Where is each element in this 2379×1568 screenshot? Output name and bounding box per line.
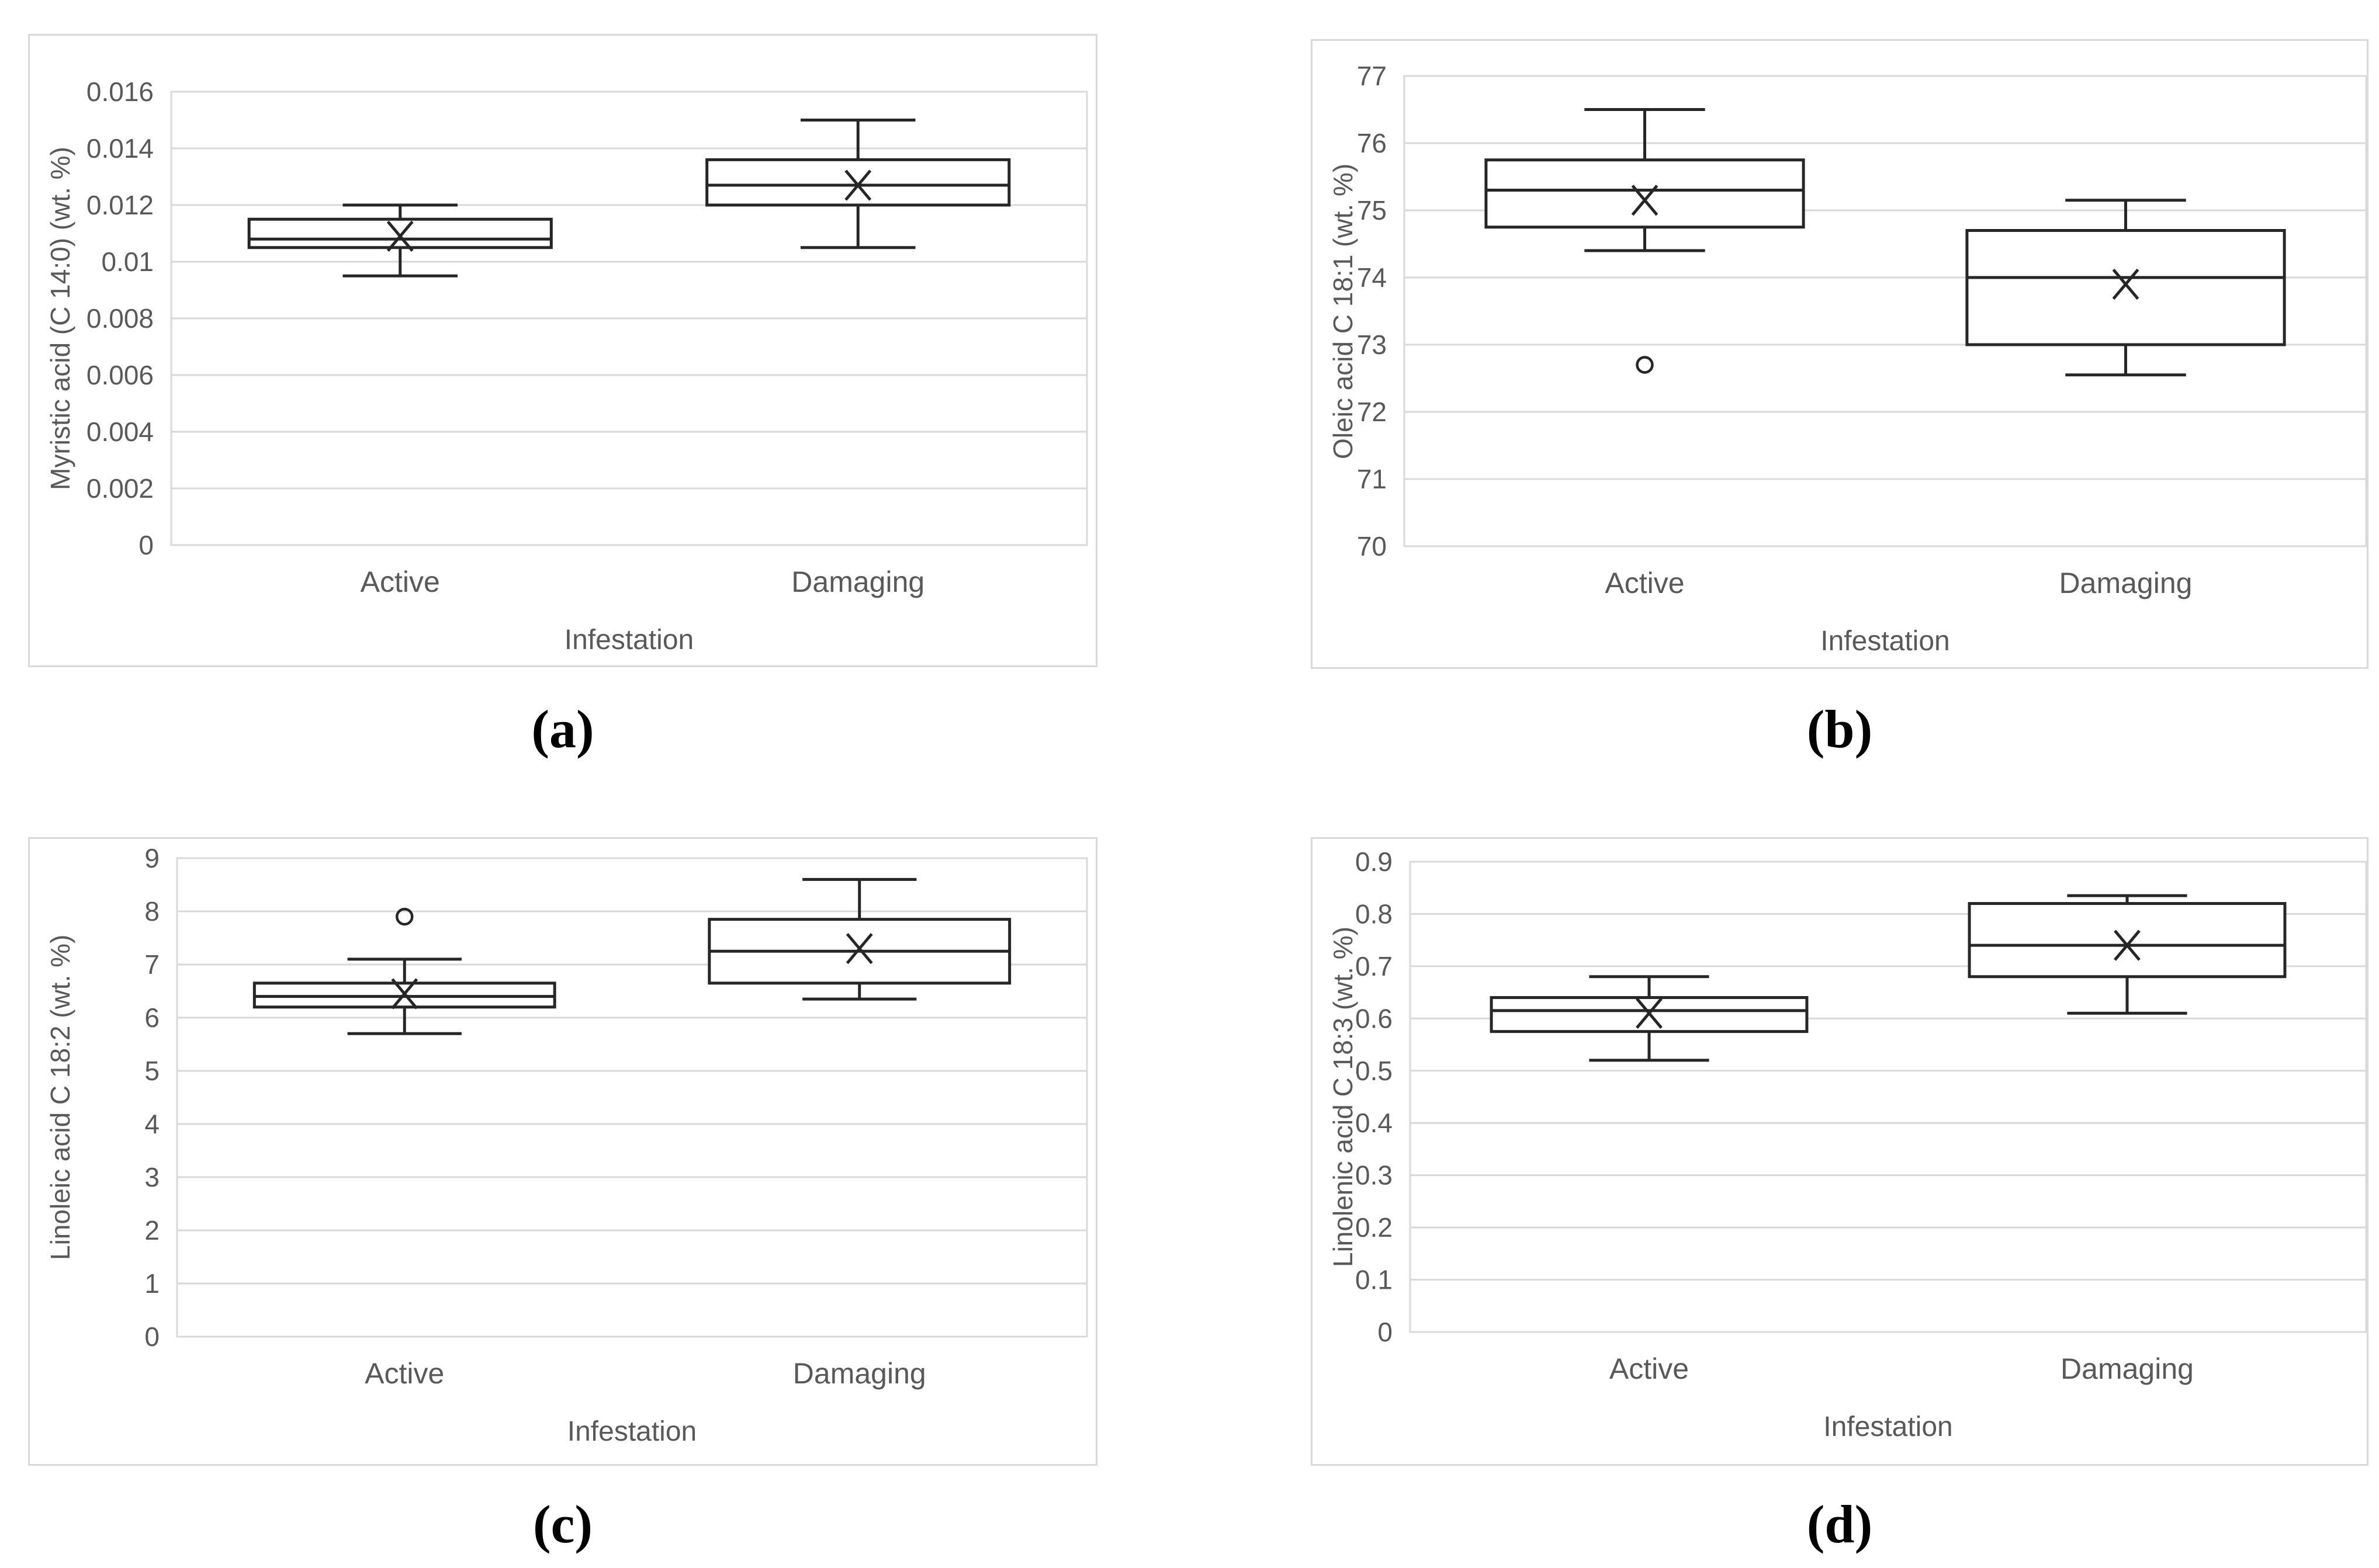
y-tick-label: 0.1 [1355,1265,1393,1295]
iqr-box [705,158,1011,207]
plot-border [1409,861,2367,1333]
category-label: Damaging [793,1357,926,1390]
iqr-box [1965,229,2286,346]
mean-marker [386,220,414,252]
y-tick-label: 0 [138,530,154,560]
x-axis-title: Infestation [1820,626,1949,657]
y-tick-label: 9 [144,843,160,873]
y-tick-label: 4 [144,1109,160,1139]
y-tick-label: 0.6 [1355,1003,1393,1033]
y-tick-label: 0.8 [1355,899,1393,929]
chart-frame-d: Linolenic acid C 18:3 (wt. %) 0.9 0.8 0.7 0… [1311,837,2368,1466]
box-group-damaging [1965,199,2286,377]
y-tick-label: 0 [144,1321,160,1352]
plot-border [1403,75,2367,547]
category-label: Active [361,566,440,598]
iqr-box [1968,902,2287,979]
panel-label-c: (c) [532,1494,593,1554]
y-tick-label: 2 [144,1215,160,1246]
x-axis-title: Infestation [567,1416,697,1447]
category-label: Damaging [2059,567,2193,599]
plot-border [170,91,1088,546]
box-group-active [247,203,553,277]
y-tick-label: 0.012 [86,190,154,220]
box-group-active [1484,108,1805,374]
y-tick-label: 1 [144,1268,160,1299]
plot-area-c: 9 8 7 6 5 4 3 2 1 0 Active Damaging Infestation [144,843,1088,1447]
y-tick-label: 74 [1357,262,1387,293]
y-tick-label: 75 [1357,195,1387,226]
y-tick-label: 77 [1357,61,1387,91]
y-tick-label: 3 [144,1162,160,1192]
category-label: Active [1609,1352,1689,1385]
y-tick-label: 0.4 [1355,1108,1393,1138]
box-group-damaging [708,877,1012,1001]
chart-frame-b: Oleic acid C 18:1 (wt. %) 77 76 75 74 73 72 71… [1311,39,2368,669]
plot-area-b: 77 76 75 74 73 72 71 70 Active Damaging Infestatio… [1357,61,2367,657]
category-label: Damaging [791,566,924,598]
category-label: Damaging [2061,1352,2194,1385]
plot-area-a: 0.016 0.014 0.012 0.01 0.008 0.006 0.004 0.002 0… [86,77,1088,655]
y-tick-label: 0.3 [1355,1160,1393,1191]
category-label: Active [1605,567,1684,599]
y-tick-label: 0.002 [86,473,154,504]
y-tick-label: 8 [144,896,160,927]
y-tick-label: 0.5 [1355,1056,1393,1086]
y-tick-label: 0.006 [86,360,154,390]
x-axis-title: Infestation [1823,1411,1952,1442]
outlier-point [396,907,414,926]
y-tick-label: 71 [1357,464,1387,494]
box-group-damaging [705,119,1011,249]
mean-marker [2112,268,2139,300]
y-tick-label: 7 [144,949,160,980]
plot-border [176,857,1088,1338]
y-tick-label: 73 [1357,329,1387,360]
iqr-box [1490,996,1809,1033]
box-group-active [252,907,556,1035]
y-tick-label: 0.01 [101,247,154,277]
y-tick-label: 6 [144,1002,160,1033]
plot-area-d: 0.9 0.8 0.7 0.6 0.5 0.4 0.3 0.2 0.1 0 Active Damagi… [1355,847,2367,1442]
y-tick-label: 76 [1357,128,1387,158]
x-axis-title: Infestation [565,625,694,655]
y-tick-label: 72 [1357,397,1387,427]
y-tick-label: 0.004 [86,417,154,447]
mean-marker [391,978,418,1010]
panel-label-d: (d) [1806,1494,1873,1554]
mean-marker [846,933,873,965]
mean-marker [1631,185,1658,216]
y-tick-label: 0.016 [86,77,154,107]
y-tick-label: 0.008 [86,303,154,334]
mean-marker [1636,997,1663,1029]
box-group-active [1490,975,1809,1062]
y-tick-label: 0.7 [1355,951,1393,981]
y-tick-label: 0 [1377,1317,1393,1347]
iqr-box [247,217,553,249]
mean-marker [844,169,872,201]
panel-label-b: (b) [1806,699,1873,759]
y-tick-label: 0.2 [1355,1212,1393,1243]
outlier-point [1636,356,1654,374]
mean-marker [2114,929,2141,961]
chart-frame-a: Myristic acid (C 14:0) (wt. %) 0.016 0.01… [28,34,1097,667]
y-tick-label: 0.9 [1355,847,1393,877]
y-tick-label: 70 [1357,531,1387,561]
y-tick-label: 5 [144,1056,160,1086]
panel-label-a: (a) [531,699,594,759]
y-tick-label: 0.014 [86,133,154,164]
iqr-box [1484,158,1805,229]
category-label: Active [365,1357,444,1390]
box-group-damaging [1968,894,2287,1015]
